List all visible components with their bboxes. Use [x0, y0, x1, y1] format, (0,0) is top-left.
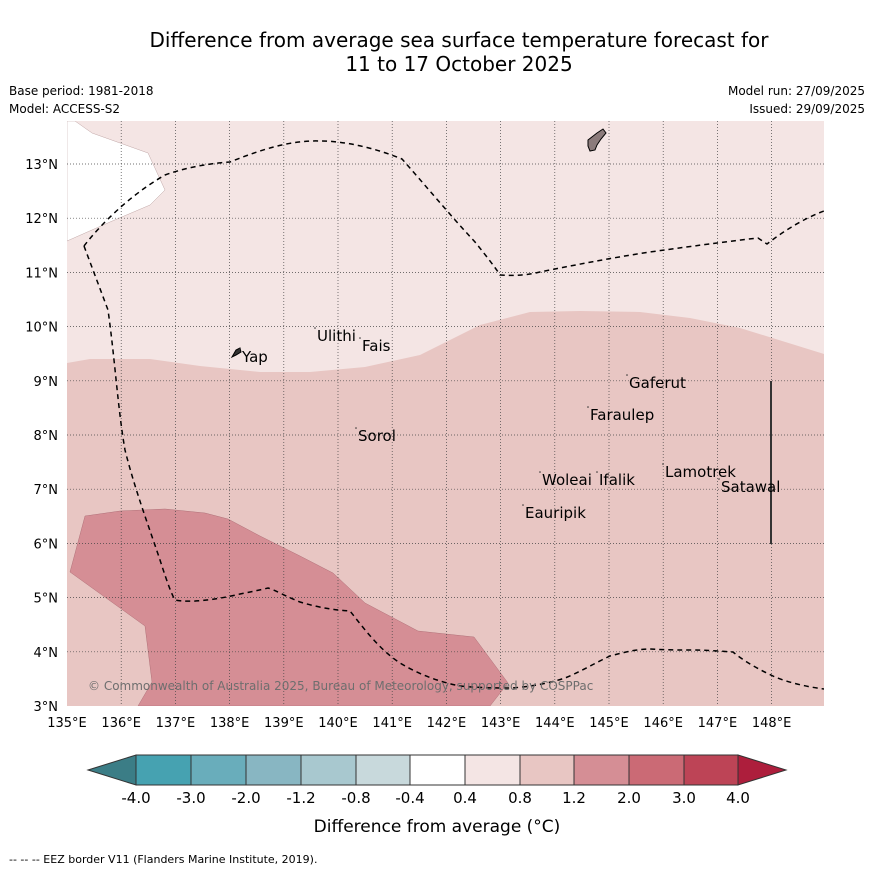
place-labels: Yap Ulithi Fais Sorol Gaferut Faraulep Woleai I… [239, 327, 780, 522]
colorbar-swatch [355, 754, 411, 786]
meta-right: Model run: 27/09/2025 Issued: 29/09/2025 [728, 82, 865, 118]
colorbar-tick-label: 1.2 [562, 789, 586, 807]
place-label-fais: Fais [362, 337, 391, 355]
eez-border [83, 140, 824, 277]
island-dot [718, 478, 720, 480]
x-tick-label: 142°E [427, 716, 467, 731]
place-label-lamotrek: Lamotrek [665, 463, 736, 481]
x-tick-label: 148°E [752, 716, 792, 731]
colorbar-tick-label: 4.0 [726, 789, 750, 807]
island-dot [239, 348, 241, 350]
y-tick-label: 8°N [34, 429, 59, 444]
y-axis-ticks: 3°N 4°N 5°N 6°N 7°N 8°N 9°N 10°N 11°N 12°N 13°N [25, 158, 58, 715]
colorbar-under-arrow [86, 754, 137, 786]
y-tick-label: 6°N [34, 537, 59, 552]
colorbar-tick-label: -2.0 [231, 789, 260, 807]
yap-land [230, 347, 242, 359]
island-dot [626, 374, 628, 376]
colorbar-label: Difference from average (°C) [314, 817, 561, 837]
y-tick-label: 3°N [34, 700, 59, 715]
x-tick-label: 141°E [372, 716, 412, 731]
y-tick-label: 5°N [34, 592, 59, 607]
place-label-eauripik: Eauripik [525, 504, 586, 522]
x-tick-label: 139°E [264, 716, 304, 731]
x-tick-label: 135°E [47, 716, 87, 731]
place-label-yap: Yap [241, 348, 268, 366]
island-dot [314, 327, 316, 329]
footer-note: -- -- -- EEZ border V11 (Flanders Marine… [9, 853, 318, 866]
island-dot [662, 463, 664, 465]
x-axis-ticks: 135°E 136°E 137°E 138°E 139°E 140°E 141°E 142°E… [47, 716, 791, 731]
copyright-text: © Commonwealth of Australia 2025, Bureau… [88, 679, 593, 693]
x-tick-label: 137°E [156, 716, 196, 731]
island-dot [355, 427, 357, 429]
map-plot-area [67, 121, 824, 706]
place-label-sorol: Sorol [358, 427, 396, 445]
anomaly-region-1.2-2.0 [69, 508, 509, 706]
colorbar-swatch [573, 754, 630, 786]
colorbar-tick-label: 2.0 [617, 789, 641, 807]
x-tick-label: 136°E [101, 716, 141, 731]
island-dot [359, 337, 361, 339]
y-tick-label: 11°N [25, 266, 58, 281]
y-tick-label: 7°N [34, 483, 59, 498]
y-tick-label: 9°N [34, 375, 59, 390]
colorbar-swatch [683, 754, 739, 786]
issued-date: Issued: 29/09/2025 [749, 102, 865, 116]
colorbar-tick-label: -4.0 [121, 789, 150, 807]
eez-border-west [83, 245, 824, 690]
colorbar-swatch [628, 754, 685, 786]
base-period: Base period: 1981-2018 [9, 84, 154, 98]
place-label-gaferut: Gaferut [629, 374, 686, 392]
colorbar-tick-label: -0.4 [395, 789, 424, 807]
x-tick-label: 138°E [210, 716, 250, 731]
colorbar-swatch [300, 754, 357, 786]
colorbar-swatch [245, 754, 302, 786]
island-dot [587, 406, 589, 408]
colorbar-tick-label: -3.0 [176, 789, 205, 807]
y-tick-label: 12°N [25, 212, 58, 227]
anomaly-region-0.4-0.8 [67, 121, 824, 372]
y-tick-label: 4°N [34, 646, 59, 661]
x-tick-label: 147°E [698, 716, 738, 731]
island-dot [596, 471, 598, 473]
y-tick-label: 10°N [25, 321, 58, 336]
guam-land [587, 128, 607, 152]
x-tick-label: 143°E [481, 716, 521, 731]
colorbar-tick-label: 3.0 [672, 789, 696, 807]
place-label-faraulep: Faraulep [590, 406, 654, 424]
colorbar-swatch [190, 754, 247, 786]
x-tick-label: 145°E [589, 716, 629, 731]
colorbar-tick-label: 0.8 [508, 789, 532, 807]
colorbar-swatch [464, 754, 521, 786]
x-tick-label: 144°E [535, 716, 575, 731]
meta-left: Base period: 1981-2018 Model: ACCESS-S2 [9, 82, 154, 118]
place-label-ifalik: Ifalik [599, 471, 635, 489]
colorbar-over-arrow [737, 754, 788, 786]
place-label-satawal: Satawal [721, 478, 780, 496]
colorbar-tick-label: 0.4 [453, 789, 477, 807]
title-line-2: 11 to 17 October 2025 [345, 52, 573, 76]
model-name: Model: ACCESS-S2 [9, 102, 121, 116]
y-tick-label: 13°N [25, 158, 58, 173]
colorbar-swatch [409, 754, 466, 786]
x-tick-label: 146°E [643, 716, 683, 731]
x-tick-label: 140°E [318, 716, 358, 731]
colorbar: -4.0 -3.0 -2.0 -1.2 -0.8 -0.4 0.4 0.8 1.2 2.0 3.0 4… [86, 754, 788, 807]
grid-lines [67, 121, 824, 706]
title-line-1: Difference from average sea surface temp… [149, 28, 769, 52]
map-title: Difference from average sea surface temp… [0, 28, 873, 76]
model-run: Model run: 27/09/2025 [727, 84, 865, 98]
island-dot [522, 504, 524, 506]
colorbar-swatch [135, 754, 192, 786]
island-dot [539, 471, 541, 473]
colorbar-swatch [519, 754, 575, 786]
colorbar-tick-label: -0.8 [341, 789, 370, 807]
anomaly-region-neutral [67, 121, 166, 242]
colorbar-tick-label: -1.2 [286, 789, 315, 807]
place-label-woleai: Woleai [542, 471, 592, 489]
place-label-ulithi: Ulithi [317, 327, 356, 345]
